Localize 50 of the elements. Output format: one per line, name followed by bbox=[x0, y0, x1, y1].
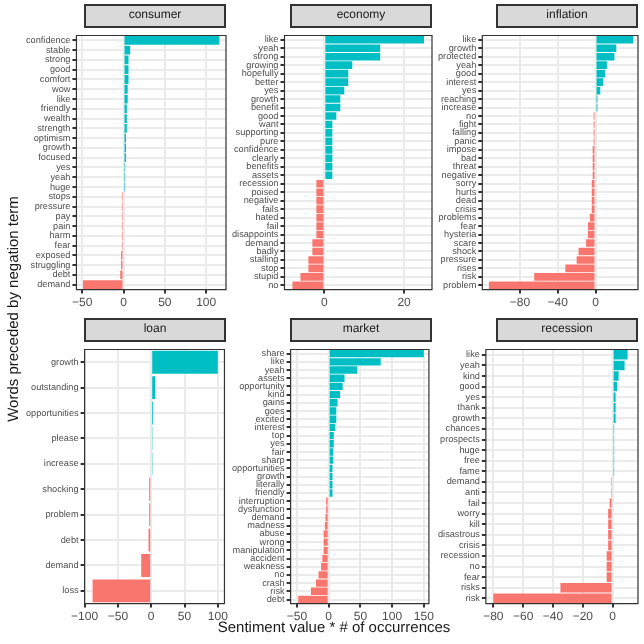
bar bbox=[322, 554, 328, 563]
bar bbox=[316, 205, 324, 213]
bar bbox=[329, 349, 424, 358]
bar bbox=[316, 230, 324, 239]
bar bbox=[325, 146, 333, 154]
bar bbox=[325, 162, 333, 171]
bar bbox=[596, 52, 615, 61]
bar bbox=[325, 69, 349, 78]
bar bbox=[316, 179, 324, 188]
bar bbox=[316, 213, 324, 222]
bar bbox=[318, 571, 328, 579]
bar bbox=[596, 61, 607, 69]
bar bbox=[316, 196, 324, 205]
bar bbox=[325, 154, 333, 163]
bar bbox=[315, 579, 328, 587]
bar bbox=[325, 137, 333, 146]
bar bbox=[587, 230, 595, 239]
bar bbox=[325, 35, 425, 44]
bar bbox=[325, 95, 341, 103]
bar bbox=[596, 35, 634, 44]
bar bbox=[325, 120, 333, 129]
bar bbox=[308, 256, 324, 264]
bar bbox=[316, 188, 324, 197]
bar bbox=[488, 281, 595, 290]
bar bbox=[586, 239, 595, 247]
bar bbox=[292, 281, 324, 290]
bar bbox=[587, 222, 595, 230]
bar bbox=[321, 563, 328, 571]
bar bbox=[300, 273, 324, 281]
bar bbox=[578, 247, 595, 256]
bar bbox=[325, 78, 349, 86]
bar bbox=[589, 213, 595, 222]
bar bbox=[329, 415, 337, 423]
bar bbox=[316, 222, 324, 230]
bar bbox=[329, 423, 336, 432]
bar bbox=[312, 247, 324, 256]
bar bbox=[329, 390, 341, 399]
bar bbox=[329, 382, 343, 391]
bar bbox=[325, 103, 341, 112]
bar bbox=[298, 595, 328, 604]
bar bbox=[325, 112, 337, 120]
bar bbox=[596, 78, 604, 86]
bar bbox=[325, 171, 333, 180]
bar bbox=[325, 52, 381, 61]
bar bbox=[325, 129, 333, 137]
bar bbox=[308, 264, 324, 273]
bar bbox=[329, 407, 337, 415]
bar bbox=[329, 399, 338, 407]
bar bbox=[312, 239, 324, 247]
bar bbox=[325, 86, 345, 95]
